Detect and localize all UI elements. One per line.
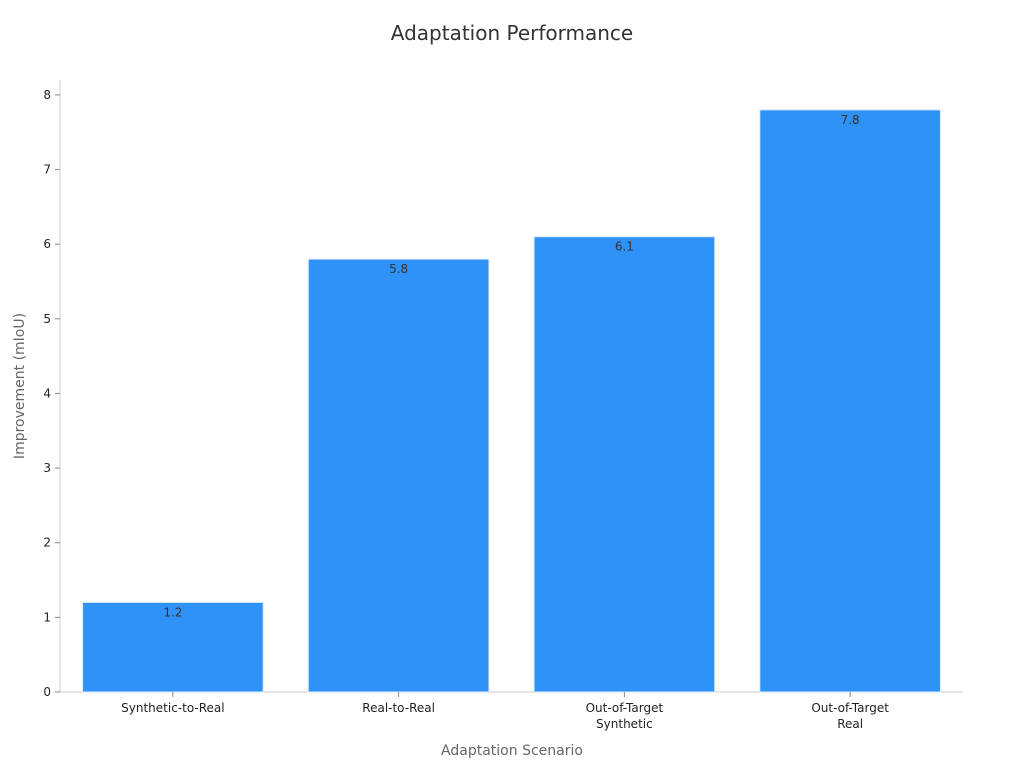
x-tick-label: Real	[837, 717, 863, 731]
plot-area: 0 1 2 3 4 5 6 7 8 1.2 Synthetic-to-Real 5.8 Real-to-…	[43, 80, 963, 731]
bar-value-label: 6.1	[615, 240, 634, 254]
bar-value-label: 1.2	[163, 605, 182, 619]
y-tick-label: 6	[43, 237, 51, 251]
bar-value-label: 7.8	[841, 113, 860, 127]
x-tick-label: Out-of-Target	[586, 701, 664, 715]
bar	[533, 236, 716, 693]
x-tick-label: Synthetic	[596, 717, 653, 731]
bar-value-label: 5.8	[389, 262, 408, 276]
x-tick-label: Out-of-Target	[811, 701, 889, 715]
x-axis-title: Adaptation Scenario	[441, 743, 583, 759]
y-tick-label: 4	[43, 386, 51, 400]
y-tick-label: 2	[43, 536, 51, 550]
y-axis-title: Improvement (mIoU)	[12, 313, 28, 459]
x-tick-label: Real-to-Real	[362, 701, 435, 715]
y-tick-label: 1	[43, 610, 51, 624]
bar	[307, 258, 490, 693]
y-tick-label: 3	[43, 461, 51, 475]
y-tick-label: 7	[43, 163, 51, 177]
bar	[759, 109, 941, 693]
y-tick-label: 8	[43, 88, 51, 102]
bar	[82, 601, 264, 693]
y-tick-label: 5	[43, 312, 51, 326]
y-tick-label: 0	[43, 685, 51, 699]
x-tick-label: Synthetic-to-Real	[121, 701, 224, 715]
chart-title: Adaptation Performance	[391, 21, 633, 45]
